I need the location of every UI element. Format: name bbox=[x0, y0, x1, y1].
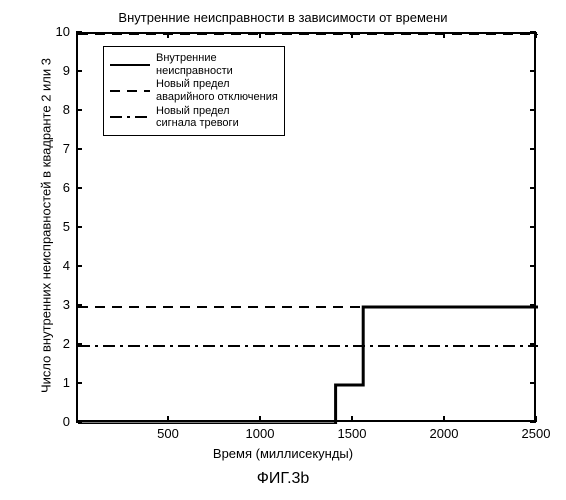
y-tick-label: 4 bbox=[46, 258, 70, 273]
x-tick-mark bbox=[443, 416, 445, 422]
y-tick-mark bbox=[76, 187, 82, 189]
y-tick-label: 8 bbox=[46, 102, 70, 117]
y-tick-label: 3 bbox=[46, 297, 70, 312]
y-tick-mark bbox=[530, 304, 536, 306]
legend-item: Внутренние неисправности bbox=[110, 52, 278, 77]
x-tick-label: 1000 bbox=[246, 426, 275, 441]
legend-item: Новый предел сигнала тревоги bbox=[110, 105, 278, 130]
x-tick-mark bbox=[351, 416, 353, 422]
x-tick-label: 2000 bbox=[430, 426, 459, 441]
y-tick-mark bbox=[530, 343, 536, 345]
x-tick-mark bbox=[167, 32, 169, 38]
legend-swatch bbox=[110, 60, 150, 70]
legend-label: Новый предел аварийного отключения bbox=[156, 78, 278, 103]
y-tick-mark bbox=[76, 382, 82, 384]
y-tick-mark bbox=[530, 187, 536, 189]
x-tick-mark bbox=[167, 416, 169, 422]
y-tick-mark bbox=[530, 148, 536, 150]
x-tick-label: 2500 bbox=[522, 426, 551, 441]
y-tick-mark bbox=[530, 70, 536, 72]
x-tick-mark bbox=[443, 32, 445, 38]
x-axis-label: Время (миллисекунды) bbox=[0, 446, 566, 461]
x-tick-mark bbox=[259, 416, 261, 422]
y-tick-mark bbox=[76, 343, 82, 345]
y-tick-mark bbox=[530, 109, 536, 111]
legend-item: Новый предел аварийного отключения bbox=[110, 78, 278, 103]
chart-title: Внутренние неисправности в зависимости о… bbox=[0, 10, 566, 25]
y-tick-mark bbox=[76, 265, 82, 267]
y-tick-label: 7 bbox=[46, 141, 70, 156]
y-tick-mark bbox=[76, 109, 82, 111]
figure-caption: ФИГ.3b bbox=[0, 470, 566, 488]
y-tick-mark bbox=[76, 304, 82, 306]
y-tick-mark bbox=[530, 226, 536, 228]
x-tick-mark bbox=[535, 416, 537, 422]
y-tick-label: 5 bbox=[46, 219, 70, 234]
legend-label: Новый предел сигнала тревоги bbox=[156, 105, 239, 130]
legend-swatch bbox=[110, 112, 150, 122]
y-tick-mark bbox=[76, 226, 82, 228]
y-tick-mark bbox=[76, 70, 82, 72]
legend-box: Внутренние неисправностиНовый предел ава… bbox=[103, 46, 285, 136]
y-tick-label: 6 bbox=[46, 180, 70, 195]
series-faults bbox=[78, 307, 538, 424]
legend-label: Внутренние неисправности bbox=[156, 52, 233, 77]
y-tick-mark bbox=[530, 382, 536, 384]
x-tick-label: 500 bbox=[157, 426, 179, 441]
legend-swatch bbox=[110, 86, 150, 96]
x-tick-mark bbox=[535, 32, 537, 38]
y-tick-mark bbox=[76, 148, 82, 150]
y-tick-label: 10 bbox=[46, 24, 70, 39]
x-tick-mark bbox=[259, 32, 261, 38]
y-tick-mark bbox=[76, 31, 82, 33]
y-tick-mark bbox=[530, 265, 536, 267]
y-tick-label: 0 bbox=[46, 414, 70, 429]
y-tick-mark bbox=[76, 421, 82, 423]
x-tick-mark bbox=[351, 32, 353, 38]
y-tick-label: 2 bbox=[46, 336, 70, 351]
y-tick-label: 1 bbox=[46, 375, 70, 390]
plot-area: Внутренние неисправностиНовый предел ава… bbox=[76, 32, 536, 422]
x-tick-label: 1500 bbox=[338, 426, 367, 441]
y-tick-label: 9 bbox=[46, 63, 70, 78]
